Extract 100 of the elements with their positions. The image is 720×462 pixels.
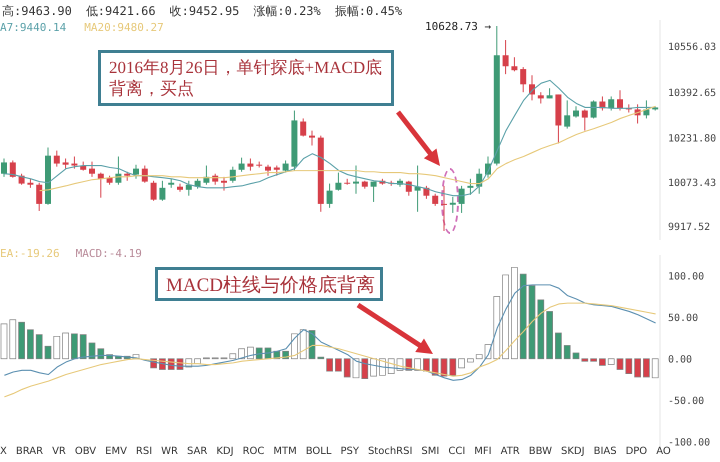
candlestick [124,171,130,182]
bar [62,332,69,360]
y-tick-label: 0.00 [668,354,692,366]
candlestick [27,178,34,188]
candlestick [458,185,465,214]
annotation: BOLL [306,446,332,457]
candlestick [142,165,148,184]
y-tick-label: 100.00 [668,271,704,282]
bar [18,322,25,360]
candlestick [159,180,166,202]
bar [616,358,624,370]
annotation: BIAS [594,446,617,457]
bar [590,358,597,362]
bar [581,358,588,362]
candlestick [98,172,104,198]
bar [572,352,580,360]
bar [546,311,553,360]
bar [634,358,641,378]
annotation: 10628.73 → [424,20,492,33]
candlestick [538,92,544,104]
bar [308,330,316,360]
bar [564,345,571,360]
candlestick [309,130,315,146]
candlestick [71,156,78,170]
annotation: EA:-19.26 [0,247,60,260]
candlestick [10,160,16,178]
annotation: X [0,446,7,457]
candlestick [265,164,271,176]
line-series [4,302,656,398]
bar [335,358,342,372]
annotation: RSI [136,446,152,457]
annotation: SKDJ [561,446,585,457]
annotation: KDJ [216,446,234,457]
bar [361,358,368,379]
candlestick [353,165,359,194]
candlestick [335,172,342,192]
bar [528,285,536,360]
annotation: MACD:-4.19 [76,247,142,260]
bar [511,267,518,360]
annotation: BRAR [16,446,44,457]
bar [449,358,456,376]
candlestick [590,100,597,119]
annotation: SMI [421,446,440,457]
y-tick-label: 50.00 [668,312,698,324]
candlestick [573,106,579,118]
annotation: MTM [273,446,297,457]
bar [643,358,650,378]
candlestick [89,161,95,178]
candlestick [432,193,438,206]
candlestick [370,181,377,202]
candlestick [133,164,139,180]
candlestick [247,158,254,172]
bar [520,274,527,360]
bar [493,296,500,360]
annotation: MA20:9480.27 [84,21,164,34]
annotation: WR [161,446,178,457]
bar [502,274,509,360]
annotation: AO [656,446,671,457]
candlestick [300,118,306,137]
candlestick [326,183,333,208]
y-tick-label: 10073.43 [668,178,716,190]
annotation: ATR [500,446,520,457]
candlestick [582,108,588,132]
candlestick [520,66,526,93]
bar [467,358,474,362]
candlestick [564,100,570,130]
annotation: CCI [448,446,466,457]
text-box: 2016年8月26日，单针探底+MACD底背离，买点 [98,50,394,106]
annotation: BBW [528,446,552,457]
annotation: SAR [187,446,208,457]
bar [80,334,87,360]
candlestick [406,180,412,196]
candlestick [282,160,289,174]
text: 低:9421.66 [86,3,156,20]
candlestick [502,40,509,75]
bar [88,342,96,360]
bar [229,353,236,360]
annotation: A7:9440.14 [0,21,66,34]
candlestick [546,88,553,99]
y-tick-label: 10392.65 [668,88,716,100]
bar [352,358,360,378]
candlestick [274,165,280,176]
candlestick [441,185,447,232]
candlestick [186,180,192,196]
bar [423,358,430,372]
text: 振幅:0.45% [334,3,402,20]
annotation: StochRSI [368,446,412,457]
bar [608,358,615,365]
bar [9,319,16,360]
annotation: PSY [340,446,359,457]
bar [27,329,34,360]
bar [344,358,351,378]
bar [652,358,659,378]
y-tick-label: -50.00 [668,396,704,407]
y-tick-label: -100.00 [668,437,710,448]
bar [599,358,606,366]
candlestick [54,150,60,168]
candlestick [1,158,7,178]
text: 高:9463.90 [2,3,72,20]
y-tick-label: 10556.03 [668,42,716,54]
